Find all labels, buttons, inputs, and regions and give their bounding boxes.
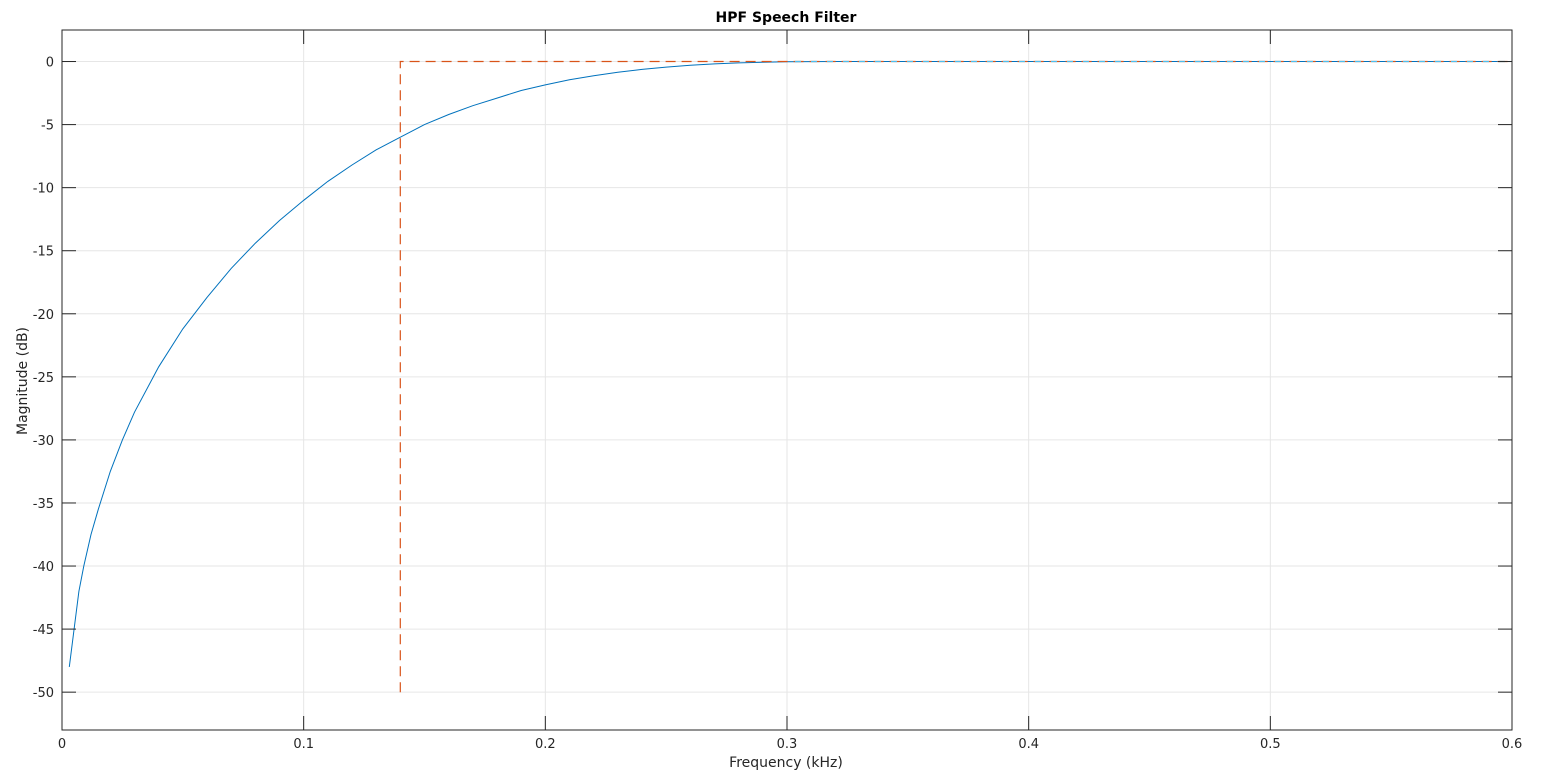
y-tick-label: -40 [33, 560, 54, 575]
chart-title: HPF Speech Filter [716, 10, 857, 26]
response-curve-line [68, 61, 1512, 667]
y-tick-label: 0 [46, 56, 54, 71]
y-tick-label: -10 [33, 182, 54, 197]
x-tick-label: 0.2 [535, 737, 556, 752]
x-tick-label: 0.6 [1502, 737, 1523, 752]
x-tick-label: 0.1 [293, 737, 314, 752]
y-tick-label: -25 [33, 371, 54, 386]
grid [61, 30, 1513, 730]
ticks: 0 0.1 0.2 0.3 0.4 0.5 0.6 0 -5 -10 -15 -20 -25 -30 -35… [33, 30, 1523, 752]
y-axis-label: Magnitude (dB) [15, 327, 31, 435]
y-tick-label: -30 [33, 434, 54, 449]
y-tick-label: -35 [33, 497, 54, 512]
mask-line [399, 60, 1512, 693]
x-tick-label: 0.5 [1260, 737, 1281, 752]
x-tick-label: 0 [58, 737, 66, 752]
x-axis-label: Frequency (kHz) [729, 755, 843, 771]
y-tick-label: -15 [33, 245, 54, 260]
y-tick-label: -50 [33, 686, 54, 701]
y-tick-label: -20 [33, 308, 54, 323]
y-tick-label: -45 [33, 623, 54, 638]
y-tick-label: -5 [41, 119, 54, 134]
x-tick-label: 0.4 [1018, 737, 1039, 752]
plot-lines [68, 60, 1512, 693]
x-tick-label: 0.3 [777, 737, 798, 752]
